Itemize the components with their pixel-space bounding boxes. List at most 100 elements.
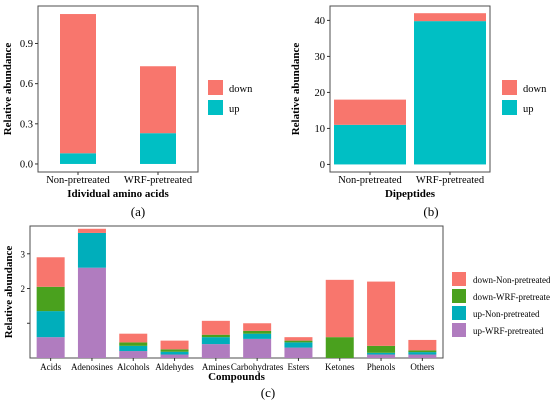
legend-label-up-non-pretreated: up-Non-pretreated	[473, 309, 540, 319]
y-tick-label: 0.9	[20, 39, 33, 50]
x-tick-label-alcohols: Alcohols	[117, 362, 150, 372]
bar-carbohydrates-down-wrf-pretreated	[243, 330, 272, 334]
plot-border	[329, 5, 491, 173]
bar-carbohydrates-down-non-pretreated	[243, 323, 272, 331]
bar-alcohols-up-non-pretreated	[119, 345, 148, 352]
bar-others-up-wrf-pretreated	[408, 354, 437, 358]
chart-panel-b: 0 10 20 30 40 Non-pretreated WRF-pretreated Dip…	[290, 5, 547, 219]
bar-esters-up-non-pretreated	[284, 342, 313, 348]
bar-aldehydes-down-wrf-pretreated	[160, 349, 189, 352]
chart-panel-a: 0.0 0.3 0.6 0.9 Non-pretreated WRF-pretreated…	[2, 5, 253, 219]
bar-non-pretreated-down	[60, 14, 96, 154]
legend-label-down: down	[523, 84, 547, 95]
y-axis-title: Relative abundance	[3, 246, 15, 339]
legend-swatch-up-non-pretreated	[452, 306, 466, 320]
legend-label-down-non-pretreated: down-Non-pretreated	[473, 275, 550, 285]
bar-alcohols-up-wrf-pretreated	[119, 351, 148, 358]
bar-non-pretreated-up	[60, 153, 96, 164]
legend-swatch-down	[502, 80, 517, 95]
bar-adenosines-down-non-pretreated	[77, 228, 106, 233]
panel-label: (c)	[261, 385, 275, 400]
bar-acids-up-non-pretreated	[36, 311, 65, 338]
bar-acids-down-wrf-pretreated	[36, 286, 65, 312]
x-tick-label-ketones: Ketones	[325, 362, 355, 372]
y-tick-label: 0	[320, 160, 325, 171]
y-tick-label: 40	[315, 16, 326, 27]
bar-ketones-down-non-pretreated	[325, 279, 354, 338]
x-tick-label-carbohydrates: Carbohydrates	[231, 362, 284, 372]
bar-phenols-up-non-pretreated	[367, 352, 396, 355]
bar-non-pretreated-down	[334, 99, 406, 125]
bar-phenols-up-wrf-pretreated	[367, 354, 396, 358]
y-tick-label: 10	[315, 124, 326, 135]
y-axis-title: Relative abundance	[290, 43, 302, 136]
bar-wrf-pretreated-down	[140, 66, 176, 134]
legend: down-Non-pretreated down-WRF-pretreated up…	[452, 272, 550, 337]
legend-label-down: down	[229, 84, 253, 95]
x-tick-label-wrf-pretreated: WRF-pretreated	[124, 175, 193, 186]
legend-swatch-up	[502, 100, 517, 115]
y-tick-label: 30	[315, 52, 326, 63]
y-tick-label: 0.0	[20, 159, 33, 170]
bar-adenosines-up-wrf-pretreated	[77, 267, 106, 358]
chart-panel-c: 2 3 Acids Adenosines Alcohols Aldehydes Amines…	[3, 225, 550, 400]
x-axis-title: Idividual amino acids	[67, 188, 169, 200]
x-tick-label-amines: Amines	[202, 362, 230, 372]
x-tick-label-non-pretreated: Non-pretreated	[338, 175, 402, 186]
bar-amines-up-non-pretreated	[201, 337, 230, 345]
panel-label: (b)	[423, 204, 438, 219]
plot-border	[37, 5, 199, 173]
x-tick-label-esters: Esters	[287, 362, 309, 372]
y-tick-label: 2	[21, 284, 26, 294]
bar-phenols-down-wrf-pretreated	[367, 345, 396, 353]
x-tick-label-aldehydes: Aldehydes	[155, 362, 194, 372]
legend-swatch-up	[208, 100, 223, 115]
bar-carbohydrates-up-non-pretreated	[243, 333, 272, 339]
x-tick-label-others: Others	[410, 362, 434, 372]
x-axis-title: Dipeptides	[385, 188, 436, 200]
bar-alcohols-down-wrf-pretreated	[119, 342, 148, 346]
y-tick-label: 3	[21, 249, 26, 259]
legend-label-up: up	[229, 104, 240, 115]
bar-amines-down-wrf-pretreated	[201, 334, 230, 338]
bar-amines-up-wrf-pretreated	[201, 344, 230, 358]
bar-alcohols-down-non-pretreated	[119, 333, 148, 343]
plot-border	[29, 225, 444, 359]
bar-phenols-down-non-pretreated	[367, 281, 396, 346]
bar-wrf-pretreated-down	[414, 13, 486, 22]
bar-esters-down-non-pretreated	[284, 337, 313, 341]
x-tick-label-wrf-pretreated: WRF-pretreated	[416, 175, 485, 186]
bar-carbohydrates-up-wrf-pretreated	[243, 338, 272, 358]
bar-acids-up-wrf-pretreated	[36, 337, 65, 358]
legend-swatch-down-wrf-pretreated	[452, 289, 466, 303]
x-tick-label-acids: Acids	[40, 362, 61, 372]
bar-acids-down-non-pretreated	[36, 257, 65, 287]
y-tick-label: 20	[315, 88, 326, 99]
legend-label-up-wrf-pretreated: up-WRF-pretreated	[473, 326, 544, 336]
bar-esters-up-wrf-pretreated	[284, 347, 313, 358]
bar-wrf-pretreated-up	[414, 21, 486, 165]
y-tick-label: 0.6	[20, 79, 33, 90]
legend: down up	[208, 80, 253, 115]
legend-swatch-up-wrf-pretreated	[452, 323, 466, 337]
bar-aldehydes-up-wrf-pretreated	[160, 354, 189, 358]
legend-swatch-down-non-pretreated	[452, 272, 466, 286]
legend-label-up: up	[523, 104, 534, 115]
panel-label: (a)	[131, 204, 145, 219]
legend: down up	[502, 80, 547, 115]
bar-aldehydes-down-non-pretreated	[160, 340, 189, 350]
x-tick-label-non-pretreated: Non-pretreated	[46, 175, 110, 186]
bar-aldehydes-up-non-pretreated	[160, 351, 189, 355]
legend-swatch-down	[208, 80, 223, 95]
bar-adenosines-up-non-pretreated	[77, 232, 106, 268]
bar-others-down-non-pretreated	[408, 339, 437, 351]
y-axis-title: Relative abundance	[2, 43, 14, 136]
bar-others-down-wrf-pretreated	[408, 350, 437, 353]
bar-amines-down-non-pretreated	[201, 320, 230, 335]
bar-ketones-down-wrf-pretreated	[325, 337, 354, 358]
legend-label-down-wrf-pretreated: down-WRF-pretreated	[473, 292, 550, 302]
bar-others-up-non-pretreated	[408, 352, 437, 355]
bar-esters-down-wrf-pretreated	[284, 340, 313, 343]
bar-wrf-pretreated-up	[140, 133, 176, 164]
